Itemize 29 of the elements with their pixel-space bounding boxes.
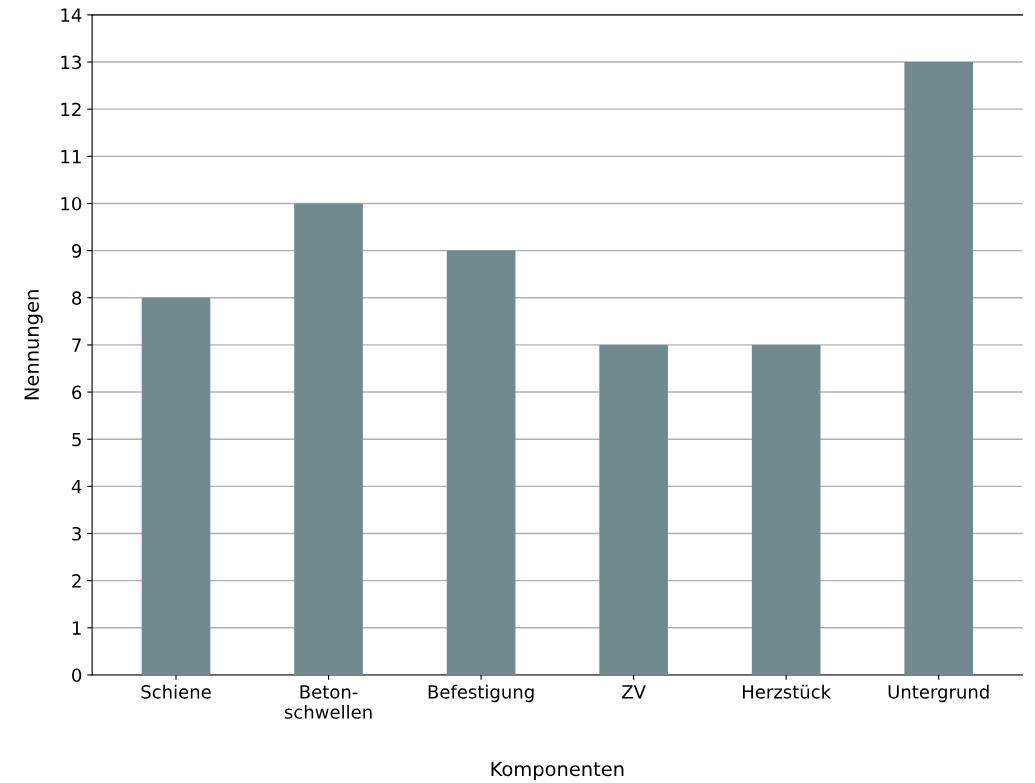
- x-tick-label: Befestigung: [428, 684, 534, 703]
- x-tick-label: Beton- schwellen: [284, 685, 372, 719]
- y-tick-label: 6: [72, 385, 82, 400]
- y-tick-label: 14: [61, 8, 82, 22]
- y-tick-label: 5: [72, 432, 81, 447]
- y-tick-label: 10: [61, 196, 82, 211]
- x-tick-label: ZV: [622, 685, 646, 699]
- bar: [599, 344, 668, 675]
- bar: [751, 344, 821, 675]
- y-tick-label: 7: [72, 338, 81, 352]
- y-tick-label: 8: [72, 291, 82, 305]
- x-tick-label: Schiene: [141, 684, 211, 699]
- y-axis-title: Nennungen: [24, 290, 43, 400]
- y-tick-label: 9: [72, 244, 82, 258]
- bar: [446, 250, 516, 675]
- x-axis-title: Komponenten: [491, 761, 624, 781]
- y-tick-label: 3: [72, 526, 81, 541]
- bar: [294, 203, 363, 675]
- bar: [904, 62, 974, 675]
- y-tick-label: 4: [71, 480, 82, 494]
- x-tick-label: Herzstück: [742, 684, 832, 699]
- bar: [141, 297, 211, 675]
- x-tick-label: Untergrund: [888, 684, 989, 703]
- y-tick-label: 0: [72, 668, 82, 683]
- y-tick-label: 1: [72, 621, 81, 635]
- y-tick-label: 13: [61, 55, 81, 70]
- y-tick-label: 11: [61, 150, 81, 164]
- y-tick-label: 2: [72, 574, 81, 588]
- y-tick-label: 12: [61, 102, 81, 117]
